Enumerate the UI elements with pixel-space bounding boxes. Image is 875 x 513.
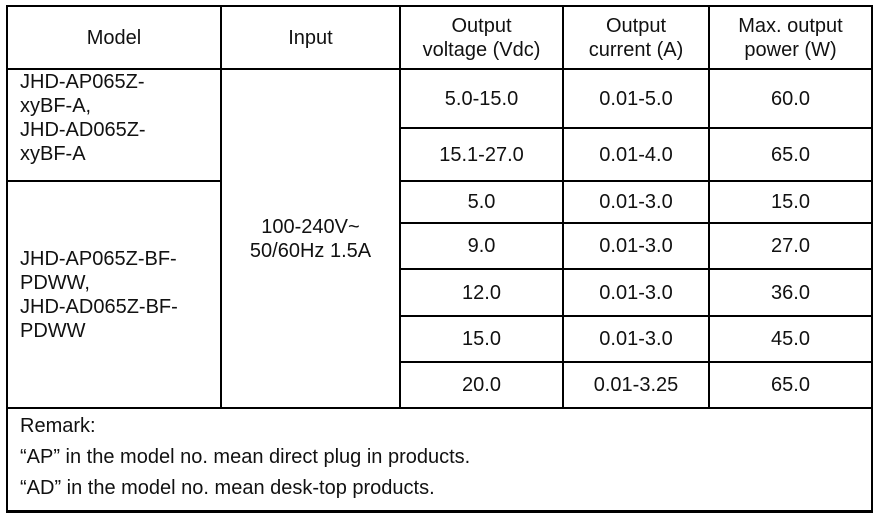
model-line: JHD-AP065Z- <box>20 71 145 93</box>
model-line: JHD-AD065Z-BF- <box>20 295 178 318</box>
header-power-line2: power (W) <box>744 38 837 61</box>
power-cell: 60.0 <box>708 68 873 129</box>
specs-table: Model Input Output voltage (Vdc) Output cu… <box>6 5 873 513</box>
header-power: Max. output power (W) <box>708 5 873 70</box>
table-row: 15.0 0.01-3.0 45.0 <box>7 315 873 363</box>
current-cell: 0.01-3.0 <box>562 315 710 363</box>
table-row: 9.0 0.01-3.0 27.0 <box>7 222 873 270</box>
model-line: xyBF-A, <box>20 95 92 117</box>
model-cell: JHD-AP065Z-BF- PDWW, JHD-AD065Z-BF- PDWW <box>6 180 222 409</box>
power-cell: 65.0 <box>708 127 873 182</box>
header-power-line1: Max. output <box>738 14 843 37</box>
voltage-cell: 5.0 <box>399 180 564 224</box>
power-cell: 27.0 <box>708 222 873 270</box>
current-cell: 0.01-3.0 <box>562 180 710 224</box>
voltage-cell: 20.0 <box>399 361 564 409</box>
voltage-cell: 12.0 <box>399 268 564 317</box>
voltage-cell: 15.0 <box>399 315 564 363</box>
table-row: 15.1-27.0 0.01-4.0 65.0 <box>7 127 873 182</box>
power-cell: 15.0 <box>708 180 873 224</box>
remark-title: Remark: <box>20 415 96 437</box>
remark-line: “AD” in the model no. mean desk-top prod… <box>20 477 435 499</box>
header-current: Output current (A) <box>562 5 710 70</box>
input-line1: 100-240V~ <box>261 215 360 238</box>
table-row: 12.0 0.01-3.0 36.0 <box>7 268 873 317</box>
header-voltage: Output voltage (Vdc) <box>399 5 564 70</box>
input-cell: 100-240V~ 50/60Hz 1.5A <box>220 68 401 409</box>
power-cell: 65.0 <box>708 361 873 409</box>
current-cell: 0.01-3.0 <box>562 268 710 317</box>
header-voltage-line1: Output <box>451 14 512 37</box>
table-row: 20.0 0.01-3.25 65.0 <box>7 361 873 409</box>
power-cell: 36.0 <box>708 268 873 317</box>
model-line: JHD-AD065Z- <box>20 119 146 141</box>
model-line: JHD-AP065Z-BF- <box>20 247 177 270</box>
voltage-cell: 9.0 <box>399 222 564 270</box>
model-line: PDWW <box>20 319 86 342</box>
header-voltage-line2: voltage (Vdc) <box>422 38 541 61</box>
input-line2: 50/60Hz 1.5A <box>249 239 372 262</box>
header-current-line2: current (A) <box>588 38 684 61</box>
current-cell: 0.01-4.0 <box>562 127 710 182</box>
current-cell: 0.01-5.0 <box>562 68 710 129</box>
remark-line: “AP” in the model no. mean direct plug i… <box>20 446 471 468</box>
power-cell: 45.0 <box>708 315 873 363</box>
header-model: Model <box>6 5 222 70</box>
header-current-line1: Output <box>605 14 667 37</box>
voltage-cell: 15.1-27.0 <box>399 127 564 182</box>
table-row: JHD-AP065Z-BF- PDWW, JHD-AD065Z-BF- PDWW 5.… <box>6 180 873 409</box>
table-row: JHD-AP065Z-xyBF-A, JHD-AD065Z-xyBF-A 100-… <box>6 68 873 409</box>
model-cell: JHD-AP065Z-xyBF-A, JHD-AD065Z-xyBF-A <box>6 68 222 182</box>
remark-cell: Remark: “AP” in the model no. mean direct… <box>6 407 873 513</box>
current-cell: 0.01-3.25 <box>562 361 710 409</box>
header-input: Input <box>220 5 401 70</box>
model-line: PDWW, <box>20 271 90 294</box>
model-line: xyBF-A <box>20 143 86 165</box>
voltage-cell: 5.0-15.0 <box>399 68 564 129</box>
current-cell: 0.01-3.0 <box>562 222 710 270</box>
header-row: Model Input Output voltage (Vdc) Output cu… <box>6 5 873 70</box>
remark-row: Remark: “AP” in the model no. mean direct… <box>6 407 873 513</box>
